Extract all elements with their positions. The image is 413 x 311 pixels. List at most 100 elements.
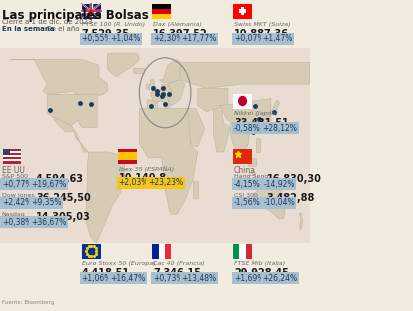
Bar bbox=[2, 148, 21, 151]
Bar bbox=[158, 244, 164, 258]
Polygon shape bbox=[159, 84, 171, 97]
Text: -0,58%: -0,58% bbox=[233, 123, 260, 132]
Text: +17,77%: +17,77% bbox=[181, 35, 216, 44]
Polygon shape bbox=[230, 123, 249, 156]
Polygon shape bbox=[249, 172, 254, 175]
Text: 16.830,30: 16.830,30 bbox=[266, 174, 321, 184]
Text: +1,04%: +1,04% bbox=[110, 35, 140, 44]
Text: +1,06%: +1,06% bbox=[81, 273, 112, 282]
Text: +2,42%: +2,42% bbox=[2, 198, 32, 207]
Text: Fuente: Bloomberg: Fuente: Bloomberg bbox=[2, 300, 54, 305]
Bar bbox=[2, 153, 21, 155]
Polygon shape bbox=[197, 88, 227, 112]
Bar bbox=[0, 48, 309, 243]
Text: +1,69%: +1,69% bbox=[233, 273, 263, 282]
Polygon shape bbox=[252, 178, 285, 218]
Circle shape bbox=[238, 96, 246, 105]
Polygon shape bbox=[247, 158, 256, 166]
Polygon shape bbox=[159, 59, 180, 83]
Polygon shape bbox=[10, 59, 107, 103]
Text: 29.928,45: 29.928,45 bbox=[233, 268, 288, 278]
Bar bbox=[152, 8, 171, 13]
Polygon shape bbox=[257, 126, 259, 132]
Text: Swiss MKT (Suiza): Swiss MKT (Suiza) bbox=[233, 22, 290, 27]
Text: +36,67%: +36,67% bbox=[31, 217, 66, 226]
Bar bbox=[2, 161, 21, 164]
Polygon shape bbox=[76, 137, 88, 152]
Text: Cac 40 (Francia): Cac 40 (Francia) bbox=[153, 261, 204, 266]
Bar bbox=[238, 9, 245, 13]
Polygon shape bbox=[299, 213, 302, 230]
Text: -14,92%: -14,92% bbox=[263, 179, 294, 188]
Text: Euro Stoxx 50 (Europa): Euro Stoxx 50 (Europa) bbox=[81, 261, 155, 266]
Polygon shape bbox=[47, 94, 97, 128]
Text: 14.305,03: 14.305,03 bbox=[36, 212, 90, 222]
Bar bbox=[2, 159, 21, 161]
Polygon shape bbox=[161, 97, 170, 109]
Bar bbox=[240, 7, 244, 15]
Text: 10.887,36: 10.887,36 bbox=[233, 29, 288, 39]
Text: +19,67%: +19,67% bbox=[31, 179, 66, 188]
Text: En el año: En el año bbox=[47, 26, 80, 32]
Text: +9,35%: +9,35% bbox=[31, 198, 61, 207]
Text: 7.346,15: 7.346,15 bbox=[153, 268, 201, 278]
Text: Dow Jones: Dow Jones bbox=[2, 193, 34, 198]
Text: +1,47%: +1,47% bbox=[262, 35, 292, 44]
Polygon shape bbox=[133, 68, 143, 72]
Text: +16,47%: +16,47% bbox=[110, 273, 145, 282]
Bar bbox=[118, 148, 136, 152]
Text: +0,07%: +0,07% bbox=[233, 35, 264, 44]
Polygon shape bbox=[150, 90, 161, 103]
Text: -1,56%: -1,56% bbox=[233, 198, 260, 207]
Text: +28,12%: +28,12% bbox=[262, 123, 297, 132]
Text: Nikkei (Japón): Nikkei (Japón) bbox=[233, 111, 277, 117]
Text: +0,77%: +0,77% bbox=[2, 179, 32, 188]
Text: Nasdaq: Nasdaq bbox=[2, 212, 26, 217]
Text: CSI 300: CSI 300 bbox=[233, 193, 257, 198]
Polygon shape bbox=[213, 109, 230, 152]
Bar bbox=[2, 157, 21, 159]
Text: Hang Seng: Hang Seng bbox=[233, 174, 268, 179]
Polygon shape bbox=[256, 137, 259, 152]
Polygon shape bbox=[54, 117, 79, 141]
Bar bbox=[239, 244, 245, 258]
Bar bbox=[245, 244, 252, 258]
Bar bbox=[2, 155, 21, 157]
Polygon shape bbox=[107, 54, 139, 77]
Bar bbox=[152, 13, 171, 18]
Polygon shape bbox=[180, 63, 309, 88]
Text: Cierre a 1 de dic. de 2023: Cierre a 1 de dic. de 2023 bbox=[2, 19, 92, 25]
Text: FTSE 100 (R. Unido): FTSE 100 (R. Unido) bbox=[81, 22, 145, 27]
Text: Dax (Alemania): Dax (Alemania) bbox=[153, 22, 202, 27]
Bar bbox=[118, 152, 136, 160]
Text: 36.245,50: 36.245,50 bbox=[36, 193, 90, 203]
Bar bbox=[152, 244, 158, 258]
Text: China: China bbox=[233, 166, 255, 175]
Text: S&P 500: S&P 500 bbox=[2, 174, 28, 179]
Bar bbox=[81, 244, 100, 258]
Bar bbox=[2, 151, 21, 153]
Bar bbox=[118, 160, 136, 164]
Text: -4,15%: -4,15% bbox=[233, 179, 260, 188]
Text: Ibex 35 (ESPAÑA): Ibex 35 (ESPAÑA) bbox=[119, 166, 173, 172]
Bar bbox=[233, 148, 252, 164]
Polygon shape bbox=[266, 100, 279, 119]
Text: EE UU: EE UU bbox=[2, 166, 24, 175]
Text: +2,03%: +2,03% bbox=[119, 179, 149, 188]
Text: 4.594,63: 4.594,63 bbox=[36, 174, 84, 184]
Text: +23,23%: +23,23% bbox=[147, 179, 183, 188]
Text: 10.140,8: 10.140,8 bbox=[119, 173, 166, 183]
Bar bbox=[164, 244, 171, 258]
Polygon shape bbox=[167, 80, 185, 106]
Text: 4.418,51: 4.418,51 bbox=[81, 268, 130, 278]
Polygon shape bbox=[146, 84, 149, 90]
Bar bbox=[81, 3, 100, 18]
Bar bbox=[233, 3, 252, 18]
Text: +0,38%: +0,38% bbox=[2, 217, 32, 226]
Text: 7.529,35: 7.529,35 bbox=[81, 29, 129, 39]
Polygon shape bbox=[219, 99, 270, 135]
Text: 3.482,88: 3.482,88 bbox=[266, 193, 314, 203]
Polygon shape bbox=[150, 80, 154, 91]
Polygon shape bbox=[263, 112, 266, 116]
Text: +26,24%: +26,24% bbox=[262, 273, 297, 282]
